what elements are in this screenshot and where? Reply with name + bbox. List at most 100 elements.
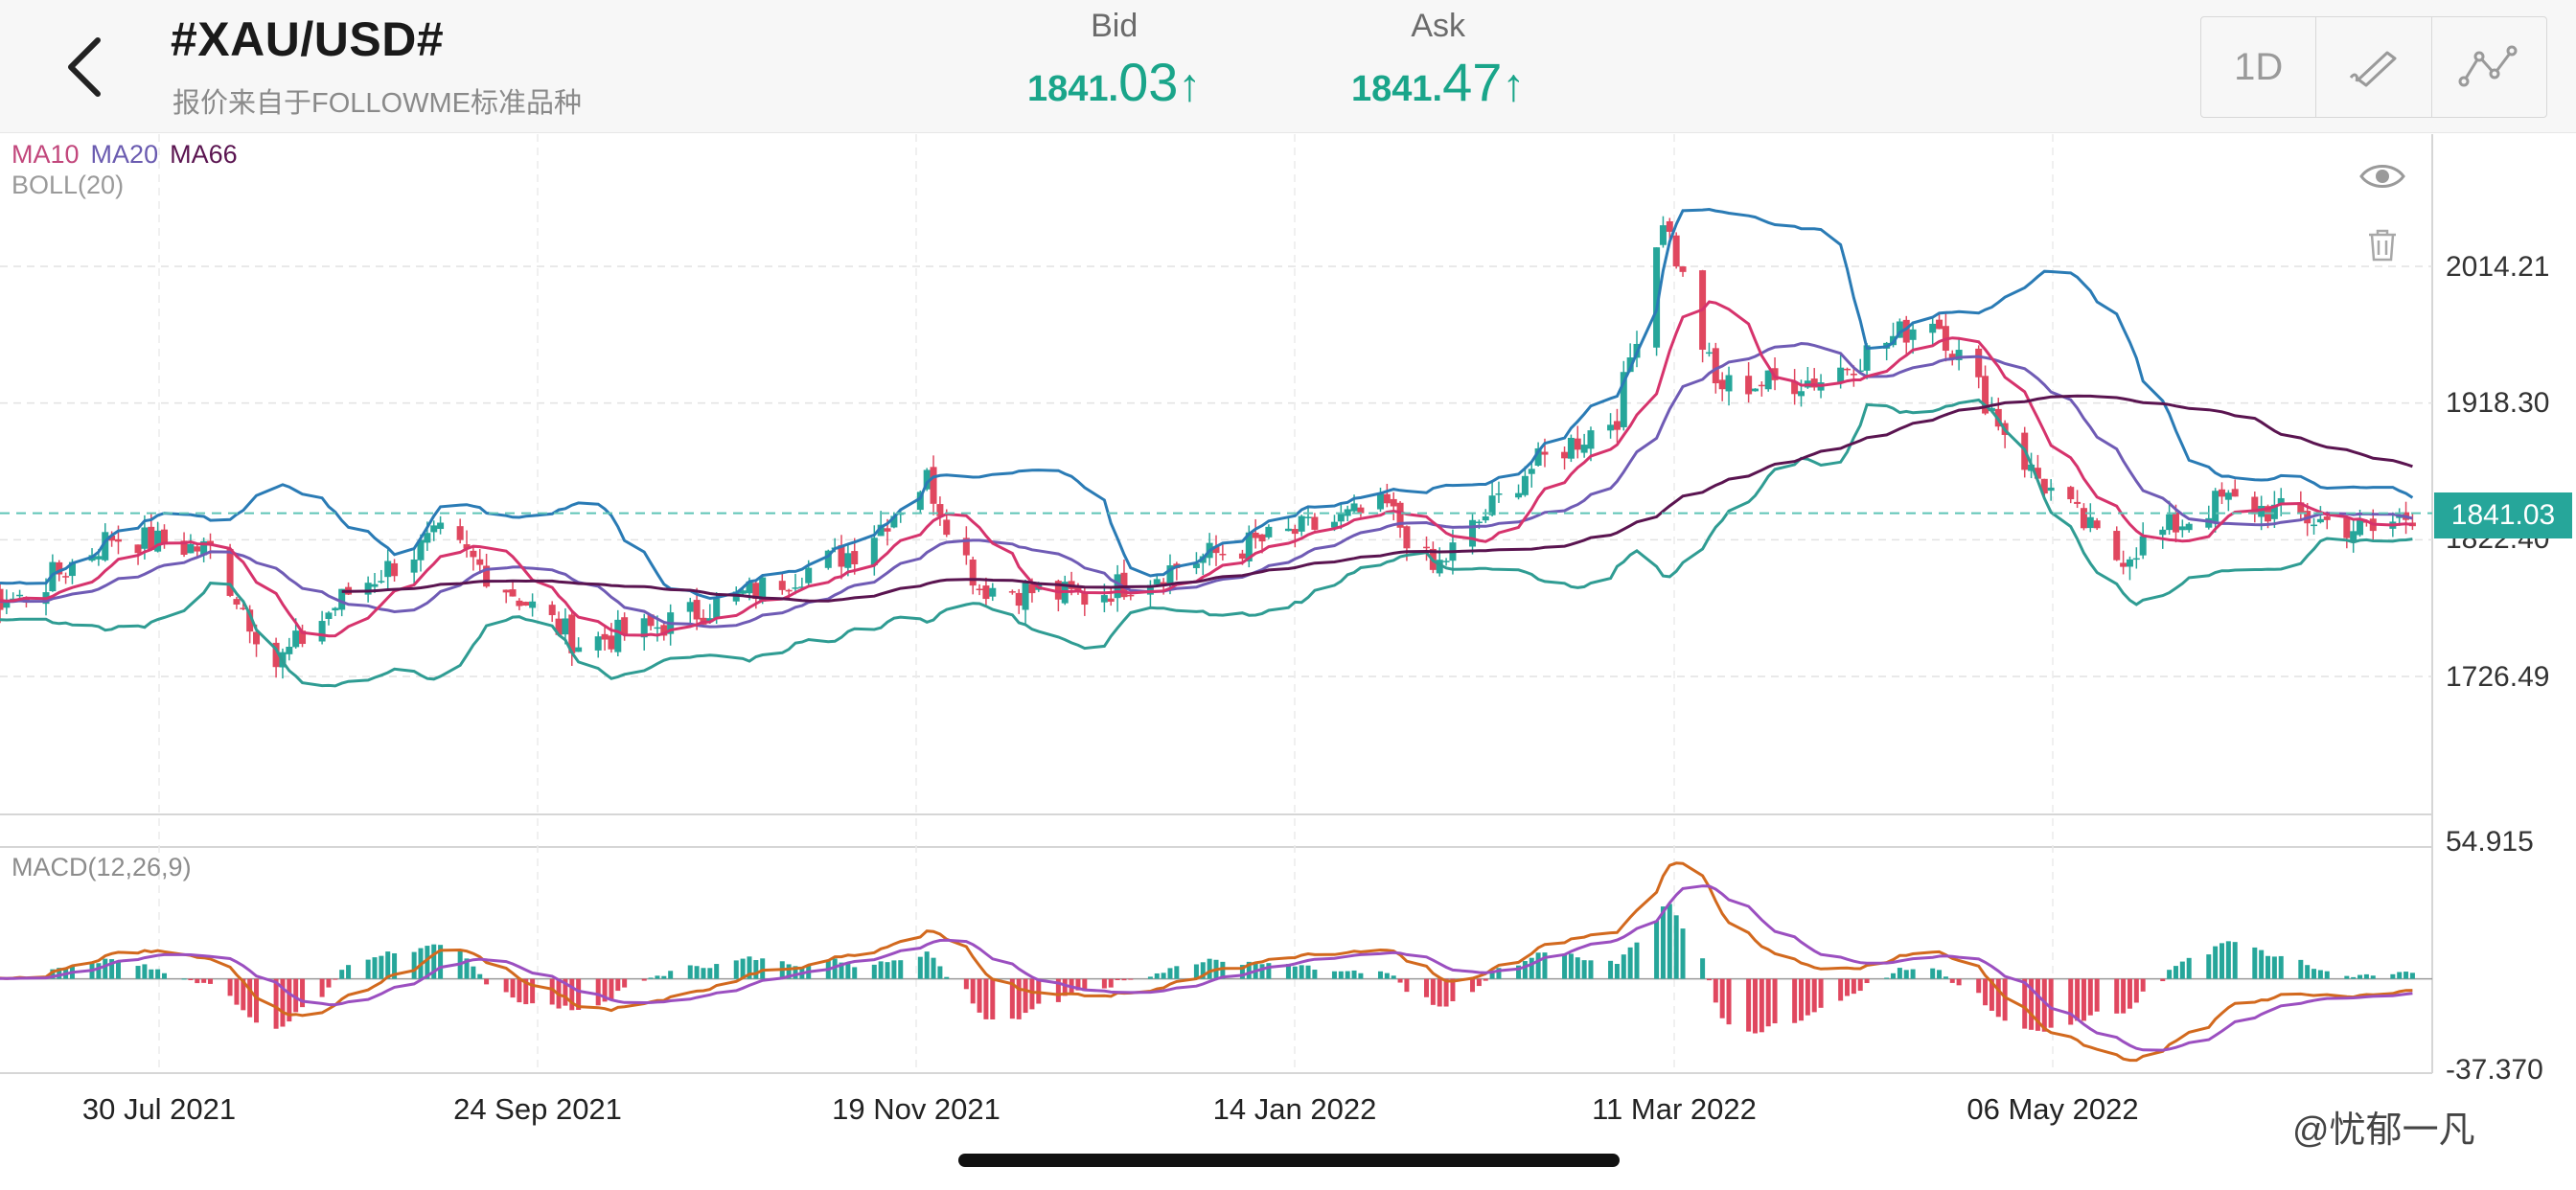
candle-body — [476, 559, 484, 565]
macd-histogram-bar — [1700, 958, 1706, 979]
macd-label[interactable]: MACD(12,26,9) — [12, 853, 192, 881]
candle-body — [1304, 516, 1312, 518]
candle-body — [976, 588, 983, 591]
symbol-title: #XAU/USD# — [171, 12, 445, 66]
candle-body — [1376, 493, 1384, 510]
candle-body — [1100, 595, 1108, 603]
trash-icon[interactable] — [2365, 228, 2400, 267]
macd-histogram-bar — [694, 966, 700, 979]
boll-lower-line — [0, 398, 2413, 688]
macd-histogram-bar — [1082, 978, 1088, 992]
bid-label: Bid — [1091, 8, 1138, 44]
candle-body — [2224, 492, 2232, 500]
candle-body — [62, 576, 70, 578]
candle-body — [1258, 534, 1266, 542]
candle-body — [3, 603, 11, 608]
candle-body — [851, 551, 859, 564]
macd-histogram-bar — [1489, 973, 1495, 979]
macd-histogram-bar — [346, 965, 352, 979]
macd-histogram-bar — [155, 969, 161, 979]
candle-body — [470, 550, 477, 558]
candle-body — [1008, 591, 1016, 593]
macd-histogram-bar — [438, 945, 444, 979]
candle-body — [660, 625, 668, 636]
candle-body — [286, 647, 293, 654]
macd-histogram-bar — [1016, 978, 1022, 1019]
macd-histogram-bar — [2167, 970, 2173, 979]
boll-label[interactable]: BOLL(20) — [12, 171, 125, 199]
candle-body — [713, 598, 721, 619]
candle-body — [1620, 372, 1627, 427]
macd-histogram-bar — [944, 976, 950, 979]
macd-histogram-bar — [1897, 968, 1902, 979]
macd-histogram-bar — [1299, 965, 1304, 979]
macd-histogram-bar — [2094, 978, 2100, 1012]
candle-body — [1797, 391, 1805, 397]
macd-histogram-bar — [1397, 978, 1403, 983]
macd-histogram-bar — [1200, 962, 1206, 979]
candle-body — [1390, 498, 1397, 507]
candle-body — [417, 539, 425, 561]
macd-histogram-bar — [2041, 978, 2047, 1032]
candle-body — [686, 602, 694, 612]
candle-body — [877, 524, 885, 537]
candle-body — [1515, 492, 1523, 498]
macd-histogram-bar — [181, 978, 187, 980]
macd-histogram-bar — [2068, 978, 2074, 1025]
macd-histogram-bar — [241, 978, 246, 1011]
candle-body — [292, 630, 300, 648]
macd-histogram-bar — [254, 978, 260, 1023]
candle-body — [2258, 506, 2266, 517]
macd-histogram-bar — [1851, 978, 1856, 995]
macd-histogram-bar — [2390, 973, 2396, 979]
macd-histogram-bar — [2271, 956, 2277, 979]
candle-body — [1521, 475, 1529, 495]
macd-histogram-bar — [576, 978, 582, 1010]
candle-body — [1469, 519, 1477, 547]
candle-body — [2120, 562, 2128, 567]
candle-body — [22, 597, 30, 603]
bid-quote: Bid 1841.03↑ — [1027, 8, 1201, 113]
macd-histogram-bar — [1404, 978, 1410, 993]
macd-histogram-bar — [1128, 978, 1134, 980]
candle-body — [1975, 348, 1983, 378]
candle-body — [1534, 447, 1542, 466]
ma66-label[interactable]: MA66 — [170, 140, 238, 169]
candle-body — [1284, 528, 1292, 532]
back-icon[interactable] — [52, 29, 119, 105]
date-tick: 14 Jan 2022 — [1212, 1092, 1377, 1126]
macd-dea-line — [0, 884, 2413, 1052]
eye-icon[interactable] — [2359, 157, 2405, 200]
macd-histogram-bar — [1805, 978, 1810, 1016]
candle-body — [548, 605, 556, 616]
ma20-label[interactable]: MA20 — [90, 140, 159, 169]
candle-body — [2067, 487, 2075, 500]
macd-histogram-bar — [1568, 953, 1574, 979]
macd-histogram-bar — [1377, 971, 1383, 979]
macd-histogram-bar — [839, 962, 844, 979]
home-indicator[interactable] — [958, 1154, 1620, 1167]
macd-histogram-bar — [2344, 975, 2350, 979]
candle-body — [1482, 515, 1489, 521]
macd-min-tick: -37.370 — [2446, 1054, 2543, 1086]
candle-body — [785, 589, 793, 592]
macd-histogram-bar — [57, 968, 62, 979]
candle-body — [962, 538, 970, 556]
macd-histogram-bar — [517, 978, 522, 1003]
macd-histogram-bar — [2409, 973, 2415, 979]
candle-body — [614, 619, 622, 652]
indicator-button[interactable] — [2432, 17, 2546, 117]
candle-body — [1212, 546, 1220, 554]
candle-body — [2311, 524, 2318, 527]
macd-histogram-bar — [983, 978, 989, 1019]
candle-body — [1074, 585, 1082, 593]
price-tick: 2014.21 — [2446, 251, 2550, 283]
ma10-label[interactable]: MA10 — [12, 140, 80, 169]
timeframe-button[interactable]: 1D — [2201, 17, 2317, 117]
candle-body — [424, 533, 431, 543]
macd-histogram-bar — [1496, 968, 1502, 979]
draw-tool-button[interactable] — [2316, 17, 2432, 117]
macd-histogram-bar — [2114, 978, 2120, 1014]
macd-histogram-bar — [1930, 968, 1936, 979]
